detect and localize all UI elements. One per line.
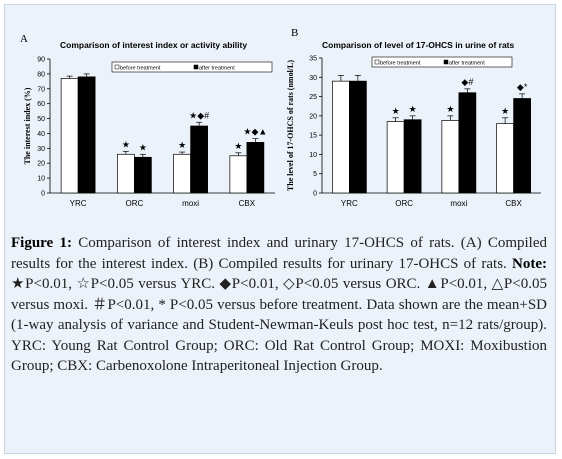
figure-caption: Figure 1: Comparison of interest index a… [11,233,547,377]
chart-b-y-tick-label: 25 [309,94,317,101]
caption-text-2: ★P<0.01, ☆P<0.05 versus YRC. ◆P<0.01, ◇P… [11,276,547,374]
chart-b-legend-swatch-before [374,59,380,65]
panel-a-label: A [20,33,28,45]
chart-a-legend-box [111,61,273,73]
chart-a-legend-swatch-after [193,64,199,70]
chart-a-significance-marker: ★ [234,141,242,151]
chart-a-x-tick-label: CBX [239,199,256,208]
chart-b-bar-before [441,120,460,194]
chart-b-legend-label-before: before treatment [380,61,421,67]
chart-b-bar-after [349,80,367,194]
chart-b-title: Comparison of level of 17-OHCS in urine … [322,40,515,50]
chart-b-y-tick-label: 0 [313,191,317,198]
chart-a-significance-marker: ★◆▲ [243,127,267,137]
chart-b-legend-swatch-after [443,59,449,65]
chart-b-legend-label-after: after treatment [449,61,485,67]
chart-b-bar-before [332,80,350,194]
chart-b-x-tick-label: YRC [341,199,358,208]
chart-a-legend-label-after: after treatment [199,66,235,72]
panel-b-label: B [291,27,299,39]
chart-b-y-tick-label: 30 [309,75,317,82]
chart-a-legend-label-before: before treatment [120,66,161,72]
chart-a-significance-marker: ★ [178,140,186,150]
figure-container [4,4,556,454]
chart-a-y-tick-label: 10 [37,176,45,183]
chart-b-bar-after [403,119,422,194]
chart-a-significance-marker: ★ [139,142,147,152]
chart-a-y-tick-label: 60 [37,101,45,108]
chart-a-x-tick-label: ORC [125,199,143,208]
chart-b-y-tick-label: 15 [309,133,317,140]
chart-a-y-tick-label: 40 [37,131,45,138]
chart-b-x-tick-label: moxi [450,199,467,208]
chart-a-significance-marker: ★◆# [189,110,209,120]
chart-a-y-axis-label: The interest index (%) [23,87,32,164]
chart-b-bar-before [496,123,514,194]
chart-b-y-tick-label: 20 [309,113,317,120]
chart-a: 0 10 20 30 40 50 60 70 80 90 The interest index (%… [23,57,275,208]
chart-b-significance-marker: ★ [501,106,509,116]
chart-b-significance-marker: ◆# [461,77,473,87]
chart-a-y-tick-label: 20 [37,161,45,168]
chart-b-y-tick-label: 10 [309,152,317,159]
chart-a-x-tick-label: YRC [70,199,87,208]
chart-b-y-axis-label: The level of 17-OHCS of rats (nmol/L) [286,60,295,191]
caption-figure-label: Figure 1: [11,235,72,251]
chart-a-y-tick-label: 90 [37,57,45,64]
chart-a-y-tick-label: 70 [37,86,45,93]
chart-b-x-tick-label: CBX [505,199,522,208]
chart-b-significance-marker: ◆* [517,82,528,92]
caption-text-1: Comparison of interest index and urinary… [11,235,548,272]
chart-a-legend-swatch-before [114,64,120,70]
chart-b-bar-after [513,98,531,194]
chart-b-y-tick-label: 35 [309,56,317,63]
chart-b-significance-marker: ★ [392,106,400,116]
chart-b-x-tick-label: ORC [395,199,413,208]
chart-b: 0 5 10 15 20 25 30 35 The level of 17-OHCS of ra… [286,56,541,208]
caption-note-label: Note: [512,255,547,272]
chart-a-y-tick-label: 30 [37,146,45,153]
chart-a-significance-marker: ★ [122,139,130,149]
chart-a-x-tick-label: moxi [182,199,199,208]
chart-b-bar-after [458,92,477,194]
chart-a-y-tick-label: 80 [37,71,45,78]
chart-b-legend-box [371,56,513,68]
chart-a-y-tick-label: 0 [41,191,45,198]
chart-a-y-tick-label: 50 [37,116,45,123]
chart-b-significance-marker: ★ [446,104,454,114]
chart-b-significance-marker: ★ [409,104,417,114]
chart-b-bar-before [386,121,405,194]
chart-b-y-tick-label: 5 [313,171,317,178]
chart-a-title: Comparison of interest index or activity… [60,40,248,50]
